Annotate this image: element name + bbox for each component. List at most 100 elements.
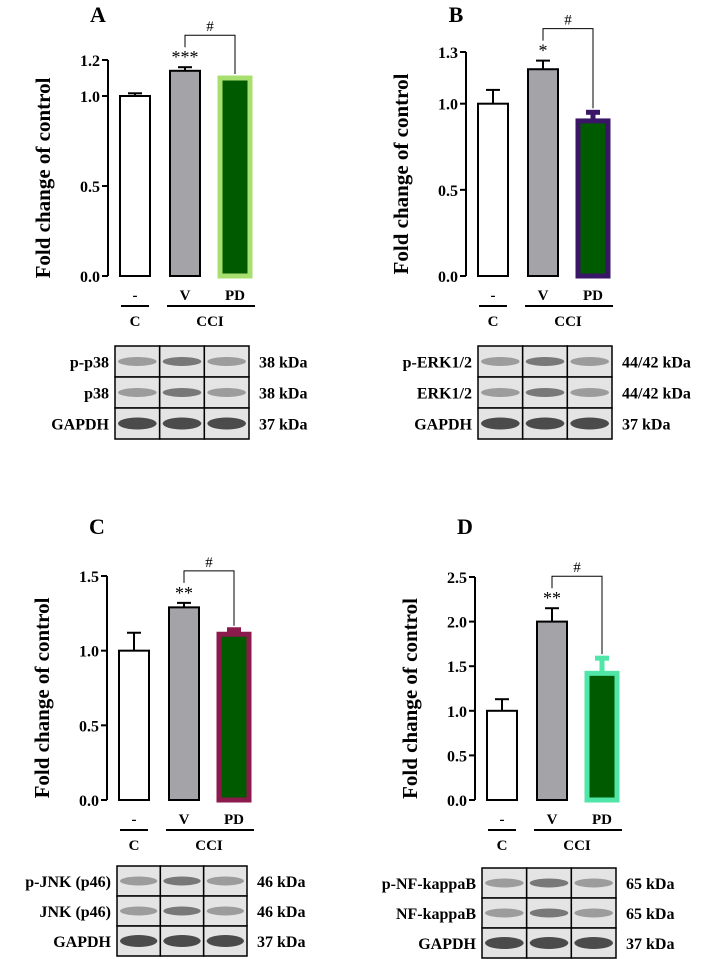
y-axis-label: Fold change of control	[30, 597, 54, 798]
control-group-label: C	[129, 838, 140, 854]
bar-pd	[217, 75, 253, 279]
significance-stars: *	[539, 41, 548, 61]
y-tick-label: 1.3	[438, 45, 458, 62]
bar-control	[119, 95, 151, 277]
control-group-label: C	[130, 314, 141, 330]
y-tick-label: 1.5	[79, 569, 99, 586]
blot-band	[529, 878, 569, 888]
bar-v	[527, 68, 559, 277]
blot-band	[163, 906, 201, 916]
blot-lane	[114, 376, 161, 409]
x-tick-label: PD	[224, 812, 244, 828]
y-tick-label: 0.0	[80, 269, 100, 286]
blot-kda-label: 38 kDa	[259, 386, 307, 403]
bar-v	[536, 620, 568, 801]
western-blot: p-JNK (p46) 46 kDa JNK (p46) 46 kDa GAPDH 37 …	[25, 865, 305, 957]
blot-band	[206, 876, 244, 886]
blot-band	[485, 937, 524, 949]
control-group-label: C	[497, 838, 508, 854]
y-tick-label: 0.5	[447, 748, 467, 765]
bar-control	[477, 102, 509, 277]
significance-stars: **	[175, 583, 193, 603]
x-tick-label: -	[133, 288, 138, 304]
blot-lane	[477, 345, 524, 378]
cci-group-label: CCI	[563, 838, 591, 854]
significance-hash: #	[206, 19, 214, 35]
blot-protein-label: GAPDH	[418, 936, 476, 953]
blot-protein-label: p-NF-kappaB	[382, 876, 477, 893]
significance-bracket	[183, 570, 235, 626]
x-tick-label: -	[491, 288, 496, 304]
bar-pd	[575, 118, 611, 279]
blot-protein-label: p-JNK (p46)	[25, 874, 111, 891]
x-tick-label: PD	[225, 288, 245, 304]
blot-lane	[477, 376, 524, 409]
blot-kda-label: 65 kDa	[626, 876, 674, 893]
x-tick-label: V	[179, 812, 190, 828]
x-tick-label: V	[547, 812, 558, 828]
blot-band	[163, 876, 201, 886]
bar-control	[118, 649, 150, 802]
significance-hash: #	[573, 560, 581, 576]
blot-band	[525, 417, 565, 430]
blot-band	[120, 906, 158, 916]
blot-band	[570, 388, 610, 397]
y-tick-label: 1.2	[80, 53, 100, 70]
blot-band	[207, 357, 247, 366]
blot-kda-label: 37 kDa	[626, 936, 674, 953]
significance-stars: ***	[172, 47, 199, 67]
y-tick-label: 1.5	[447, 659, 467, 676]
blot-band	[525, 357, 565, 366]
blot-band	[570, 417, 610, 430]
cci-group-label: CCI	[195, 838, 223, 854]
cci-group-label: CCI	[196, 314, 224, 330]
cci-group-label: CCI	[554, 314, 582, 330]
blot-lane	[116, 865, 162, 897]
significance-stars: **	[543, 588, 561, 608]
blot-band	[117, 388, 157, 397]
y-tick-label: 0.0	[79, 793, 99, 810]
blot-kda-label: 37 kDa	[622, 417, 670, 434]
bar-v	[169, 69, 201, 277]
western-blot: p-NF-kappaB 65 kDa NF-kappaB 65 kDa GAPDH 37 …	[382, 867, 674, 959]
y-tick-label: 1.0	[79, 644, 99, 661]
y-axis-label: Fold change of control	[31, 77, 55, 278]
western-blot: p-ERK1/2 44/42 kDa ERK1/2 44/42 kDa GAPDH 37 …	[403, 345, 691, 440]
blot-band	[481, 357, 520, 366]
significance-bracket	[184, 34, 236, 74]
bar-pd	[584, 670, 620, 803]
blot-kda-label: 37 kDa	[257, 934, 305, 951]
significance-bracket	[542, 28, 594, 109]
x-tick-label: -	[500, 812, 505, 828]
blot-band	[570, 357, 610, 366]
blot-band	[525, 388, 565, 397]
blot-kda-label: 37 kDa	[259, 417, 307, 434]
blot-band	[481, 417, 520, 430]
blot-kda-label: 46 kDa	[257, 904, 305, 921]
blot-lane	[202, 895, 248, 927]
y-axis-label: Fold change of control	[398, 598, 422, 799]
x-tick-label: PD	[583, 288, 603, 304]
blot-band	[485, 878, 524, 888]
blot-protein-label: JNK (p46)	[39, 904, 111, 921]
significance-hash: #	[205, 555, 213, 571]
blot-lane	[202, 865, 248, 897]
y-tick-label: 0.5	[79, 718, 99, 735]
blot-band	[162, 417, 202, 430]
blot-kda-label: 44/42 kDa	[622, 355, 691, 372]
blot-band	[206, 935, 244, 947]
blot-band	[207, 388, 247, 397]
panel-letter: A	[90, 2, 106, 27]
blot-band	[481, 388, 520, 397]
blot-band	[529, 908, 569, 918]
blot-band	[162, 357, 202, 366]
blot-protein-label: GAPDH	[51, 417, 109, 434]
y-tick-label: 1.0	[80, 89, 100, 106]
y-tick-label: 0.5	[80, 179, 100, 196]
blot-lane	[566, 376, 613, 409]
blot-band	[120, 876, 158, 886]
y-tick-label: 2.5	[447, 570, 467, 587]
panel-d: D Fold change of control 0.0 0.5 1.0 1.5 2.0 2.…	[382, 514, 674, 959]
